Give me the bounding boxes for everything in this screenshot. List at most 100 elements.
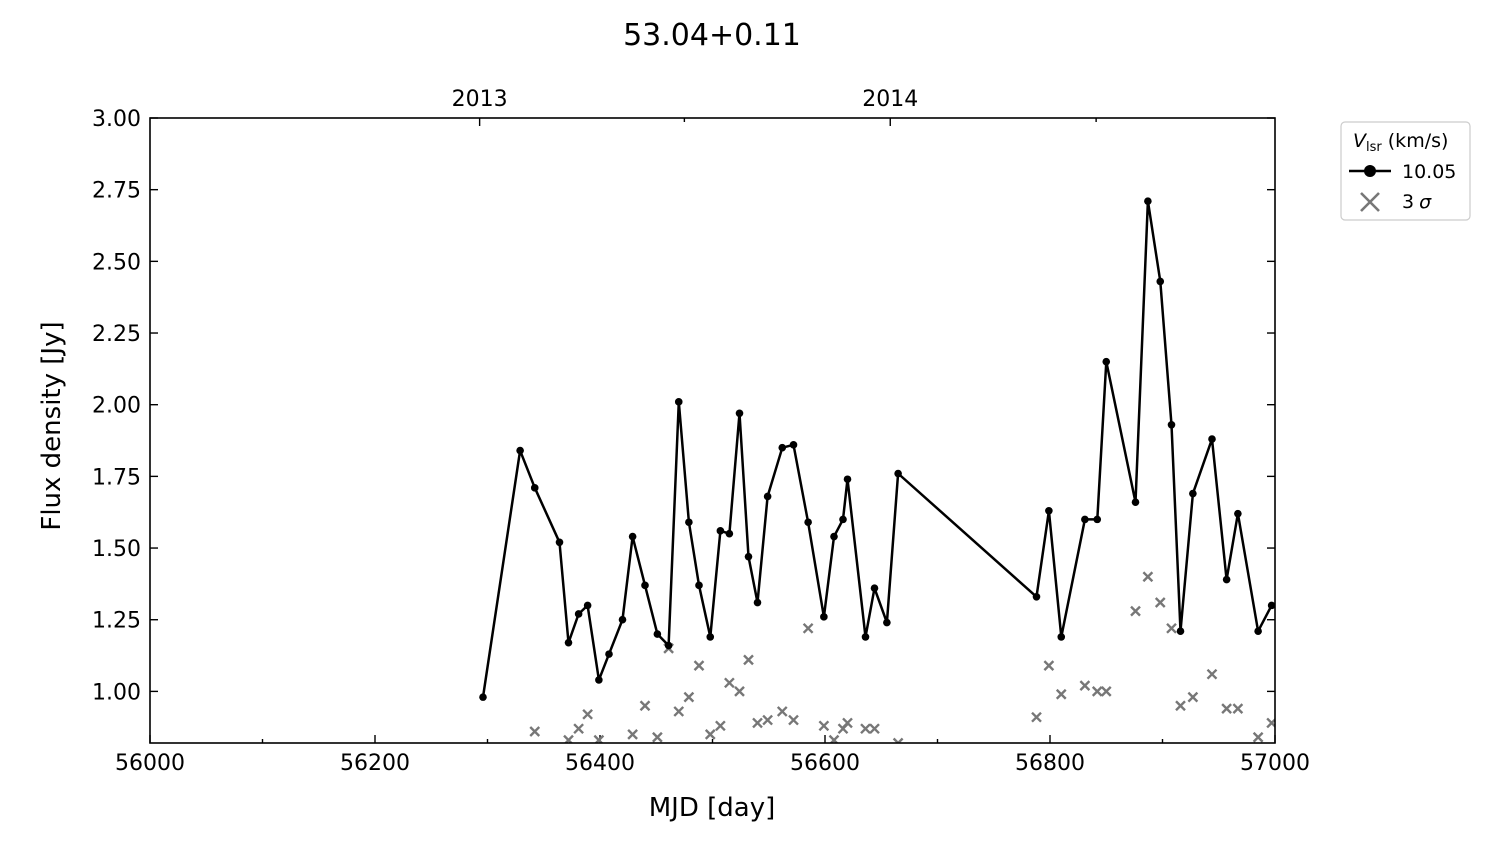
- flux-point-23: [763, 492, 772, 501]
- sigma-point-13: [715, 720, 726, 732]
- sigma-point-7: [652, 731, 663, 743]
- sigma-point-12: [704, 729, 716, 740]
- sigma-series: [529, 571, 1275, 743]
- flux-point-15: [685, 518, 693, 527]
- legend-title-unit: (km/s): [1382, 130, 1449, 152]
- legend-x-marker: [1360, 192, 1380, 212]
- axis-ticks: [149, 117, 1276, 743]
- y-tick-label-2: 1.50: [92, 537, 141, 562]
- flux-point-0: [479, 693, 487, 701]
- sigma-point-26: [860, 723, 871, 735]
- sigma-point-34: [1100, 686, 1112, 697]
- flux-point-11: [641, 581, 649, 590]
- sigma-point-42: [1221, 703, 1232, 714]
- flux-series: [479, 197, 1275, 701]
- sigma-point-22: [818, 720, 830, 732]
- flux-point-17: [706, 633, 715, 641]
- flux-point-3: [555, 538, 564, 547]
- x-tick-label-5: 57000: [1240, 751, 1310, 776]
- sigma-point-32: [1079, 680, 1091, 692]
- flux-point-42: [1144, 197, 1152, 205]
- legend-box: [1340, 121, 1471, 221]
- sigma-point-18: [762, 714, 773, 726]
- flux-point-47: [1208, 435, 1216, 443]
- sigma-point-25: [842, 717, 853, 729]
- sigma-point-4: [593, 734, 605, 743]
- top-tick-label-1: 2014: [862, 87, 918, 112]
- flux-point-25: [789, 441, 798, 449]
- top-tick-label-0: 2013: [452, 87, 508, 112]
- sigma-point-39: [1175, 700, 1186, 712]
- flux-point-36: [1045, 506, 1053, 515]
- flux-series-line: [481, 199, 1273, 698]
- flux-point-29: [839, 515, 847, 524]
- y-tick-label-7: 2.75: [92, 179, 141, 204]
- sigma-point-6: [639, 700, 651, 712]
- sigma-point-28: [892, 737, 904, 743]
- flux-point-6: [583, 601, 592, 610]
- flux-point-10: [628, 532, 637, 541]
- sigma-point-17: [752, 717, 763, 729]
- flux-point-34: [894, 469, 902, 478]
- sigma-point-31: [1055, 688, 1067, 700]
- y-tick-label-4: 2.00: [92, 394, 141, 419]
- flux-point-26: [804, 518, 812, 527]
- sigma-point-9: [673, 706, 685, 717]
- x-tick-label-4: 56800: [1015, 751, 1085, 776]
- sigma-point-36: [1142, 571, 1154, 583]
- sigma-point-3: [582, 708, 593, 720]
- sigma-point-1: [563, 734, 574, 743]
- flux-point-51: [1267, 601, 1275, 610]
- legend-dot-marker: [1364, 165, 1376, 177]
- sigma-point-2: [573, 723, 584, 735]
- sigma-point-20: [788, 714, 799, 726]
- sigma-point-16: [743, 654, 754, 666]
- sigma-point-19: [776, 706, 788, 717]
- sigma-point-21: [802, 622, 814, 634]
- flux-point-48: [1222, 575, 1231, 584]
- flux-point-50: [1254, 627, 1262, 635]
- y-tick-label-8: 3.00: [92, 107, 141, 132]
- flux-point-7: [595, 676, 603, 684]
- flux-point-31: [861, 633, 870, 641]
- flux-point-33: [883, 618, 891, 627]
- sigma-point-38: [1166, 622, 1177, 634]
- x-tick-label-2: 56400: [565, 751, 635, 776]
- sigma-point-27: [869, 723, 880, 735]
- flux-point-41: [1131, 498, 1140, 506]
- flux-point-20: [735, 409, 744, 418]
- chart-title: 53.04+0.11: [623, 18, 801, 53]
- flux-point-19: [725, 529, 734, 538]
- flux-point-8: [605, 650, 613, 658]
- flux-point-14: [674, 398, 683, 406]
- plot-area: [479, 197, 1275, 743]
- flux-point-44: [1167, 420, 1176, 429]
- axis-tick-labels: 56000 56200 56400 56600 56800 57000 1.00 1.25 1.…: [92, 87, 1310, 776]
- flux-point-4: [564, 638, 573, 647]
- flux-point-39: [1093, 515, 1102, 524]
- y-axis-label: Flux density [Jy]: [37, 321, 67, 530]
- flux-point-43: [1156, 277, 1165, 286]
- sigma-point-23: [828, 734, 840, 743]
- flux-point-27: [820, 613, 828, 621]
- legend-sigma-number: 3: [1402, 191, 1414, 213]
- flux-point-13: [664, 641, 673, 650]
- sigma-point-11: [693, 660, 705, 671]
- x-axis-label: MJD [day]: [649, 793, 776, 823]
- flux-point-28: [830, 532, 838, 541]
- sigma-point-40: [1187, 691, 1199, 703]
- flux-point-16: [695, 581, 703, 590]
- sigma-point-29: [1031, 711, 1042, 723]
- flux-point-32: [870, 584, 879, 592]
- sigma-point-35: [1130, 605, 1141, 617]
- legend-label-main: 10.05: [1402, 161, 1456, 183]
- legend-title-subscript: lsr: [1366, 140, 1382, 155]
- sigma-point-41: [1206, 668, 1218, 680]
- flux-point-24: [778, 443, 787, 452]
- sigma-point-43: [1232, 703, 1244, 714]
- flux-point-37: [1057, 633, 1066, 641]
